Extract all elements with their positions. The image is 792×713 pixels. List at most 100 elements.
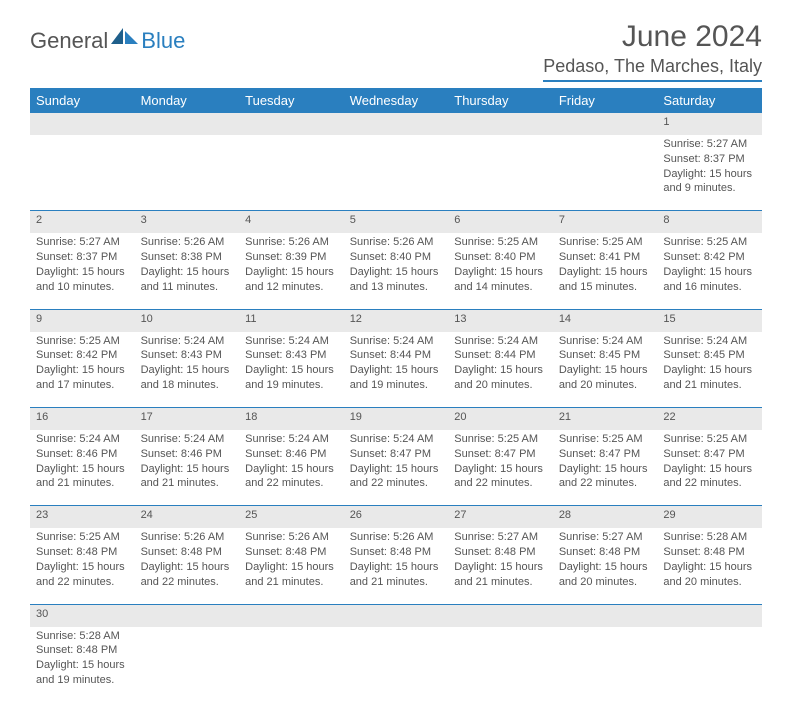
day-cell (553, 627, 658, 703)
day-cell: Sunrise: 5:24 AMSunset: 8:46 PMDaylight:… (30, 430, 135, 506)
day-number: 18 (239, 408, 344, 430)
daynum-row: 9101112131415 (30, 309, 762, 331)
day-line-d2: and 22 minutes. (141, 575, 234, 590)
day-line-sr: Sunrise: 5:26 AM (350, 530, 443, 545)
day-line-ss: Sunset: 8:44 PM (350, 348, 443, 363)
day-number (344, 604, 449, 626)
day-line-ss: Sunset: 8:48 PM (559, 545, 652, 560)
day-number: 5 (344, 211, 449, 233)
week-row: Sunrise: 5:24 AMSunset: 8:46 PMDaylight:… (30, 430, 762, 506)
col-header: Friday (553, 88, 658, 113)
day-number (135, 113, 240, 135)
brand-logo: General Blue (30, 28, 185, 54)
col-header: Tuesday (239, 88, 344, 113)
day-line-sr: Sunrise: 5:25 AM (559, 432, 652, 447)
day-cell: Sunrise: 5:24 AMSunset: 8:46 PMDaylight:… (135, 430, 240, 506)
day-cell (344, 135, 449, 211)
day-line-d1: Daylight: 15 hours (245, 560, 338, 575)
day-number: 3 (135, 211, 240, 233)
day-cell (657, 627, 762, 703)
day-line-ss: Sunset: 8:38 PM (141, 250, 234, 265)
day-number: 22 (657, 408, 762, 430)
day-line-d2: and 22 minutes. (36, 575, 129, 590)
day-line-sr: Sunrise: 5:24 AM (350, 334, 443, 349)
daynum-row: 16171819202122 (30, 408, 762, 430)
col-header: Wednesday (344, 88, 449, 113)
day-line-d1: Daylight: 15 hours (559, 265, 652, 280)
day-line-sr: Sunrise: 5:26 AM (141, 235, 234, 250)
day-line-ss: Sunset: 8:48 PM (350, 545, 443, 560)
day-number (553, 113, 658, 135)
day-line-sr: Sunrise: 5:26 AM (350, 235, 443, 250)
day-number: 26 (344, 506, 449, 528)
day-line-d2: and 17 minutes. (36, 378, 129, 393)
day-line-ss: Sunset: 8:43 PM (245, 348, 338, 363)
day-cell (135, 135, 240, 211)
col-header: Sunday (30, 88, 135, 113)
day-line-d1: Daylight: 15 hours (454, 462, 547, 477)
day-line-sr: Sunrise: 5:26 AM (141, 530, 234, 545)
day-line-sr: Sunrise: 5:24 AM (245, 432, 338, 447)
day-number (657, 604, 762, 626)
day-line-ss: Sunset: 8:47 PM (559, 447, 652, 462)
day-line-d1: Daylight: 15 hours (36, 462, 129, 477)
day-line-d1: Daylight: 15 hours (454, 265, 547, 280)
day-line-d1: Daylight: 15 hours (663, 363, 756, 378)
day-line-ss: Sunset: 8:41 PM (559, 250, 652, 265)
day-line-ss: Sunset: 8:47 PM (454, 447, 547, 462)
day-line-ss: Sunset: 8:42 PM (36, 348, 129, 363)
day-line-d2: and 21 minutes. (663, 378, 756, 393)
day-line-d2: and 19 minutes. (245, 378, 338, 393)
day-line-d1: Daylight: 15 hours (245, 363, 338, 378)
day-line-sr: Sunrise: 5:25 AM (454, 235, 547, 250)
day-line-d2: and 21 minutes. (141, 476, 234, 491)
day-cell: Sunrise: 5:24 AMSunset: 8:45 PMDaylight:… (553, 332, 658, 408)
daynum-row: 23242526272829 (30, 506, 762, 528)
day-cell: Sunrise: 5:26 AMSunset: 8:38 PMDaylight:… (135, 233, 240, 309)
day-line-d1: Daylight: 15 hours (36, 265, 129, 280)
day-line-sr: Sunrise: 5:25 AM (36, 530, 129, 545)
day-line-sr: Sunrise: 5:24 AM (141, 432, 234, 447)
day-cell: Sunrise: 5:26 AMSunset: 8:48 PMDaylight:… (344, 528, 449, 604)
day-cell: Sunrise: 5:24 AMSunset: 8:43 PMDaylight:… (239, 332, 344, 408)
day-cell: Sunrise: 5:25 AMSunset: 8:42 PMDaylight:… (657, 233, 762, 309)
day-line-d2: and 22 minutes. (245, 476, 338, 491)
day-line-ss: Sunset: 8:48 PM (36, 643, 129, 658)
day-cell: Sunrise: 5:25 AMSunset: 8:47 PMDaylight:… (553, 430, 658, 506)
day-line-d2: and 18 minutes. (141, 378, 234, 393)
day-line-ss: Sunset: 8:45 PM (663, 348, 756, 363)
week-row: Sunrise: 5:27 AMSunset: 8:37 PMDaylight:… (30, 135, 762, 211)
day-number: 10 (135, 309, 240, 331)
day-cell: Sunrise: 5:25 AMSunset: 8:40 PMDaylight:… (448, 233, 553, 309)
day-number: 28 (553, 506, 658, 528)
brand-part2: Blue (141, 28, 185, 54)
day-line-ss: Sunset: 8:44 PM (454, 348, 547, 363)
week-row: Sunrise: 5:28 AMSunset: 8:48 PMDaylight:… (30, 627, 762, 703)
week-row: Sunrise: 5:27 AMSunset: 8:37 PMDaylight:… (30, 233, 762, 309)
day-cell: Sunrise: 5:25 AMSunset: 8:42 PMDaylight:… (30, 332, 135, 408)
day-number (30, 113, 135, 135)
day-number (239, 604, 344, 626)
sail-icon (111, 26, 139, 52)
month-title: June 2024 (543, 20, 762, 54)
day-line-d1: Daylight: 15 hours (454, 560, 547, 575)
day-line-d1: Daylight: 15 hours (350, 560, 443, 575)
day-cell: Sunrise: 5:27 AMSunset: 8:37 PMDaylight:… (30, 233, 135, 309)
day-line-sr: Sunrise: 5:25 AM (663, 235, 756, 250)
day-line-d1: Daylight: 15 hours (141, 560, 234, 575)
day-line-d1: Daylight: 15 hours (350, 462, 443, 477)
day-number: 7 (553, 211, 658, 233)
day-line-d1: Daylight: 15 hours (245, 265, 338, 280)
day-cell: Sunrise: 5:24 AMSunset: 8:43 PMDaylight:… (135, 332, 240, 408)
day-number: 29 (657, 506, 762, 528)
col-header: Monday (135, 88, 240, 113)
day-line-sr: Sunrise: 5:26 AM (245, 530, 338, 545)
day-number (553, 604, 658, 626)
day-line-ss: Sunset: 8:40 PM (350, 250, 443, 265)
day-line-ss: Sunset: 8:47 PM (350, 447, 443, 462)
day-line-ss: Sunset: 8:46 PM (141, 447, 234, 462)
daynum-row: 30 (30, 604, 762, 626)
day-line-d1: Daylight: 15 hours (663, 167, 756, 182)
day-cell: Sunrise: 5:26 AMSunset: 8:48 PMDaylight:… (135, 528, 240, 604)
day-line-d1: Daylight: 15 hours (36, 560, 129, 575)
